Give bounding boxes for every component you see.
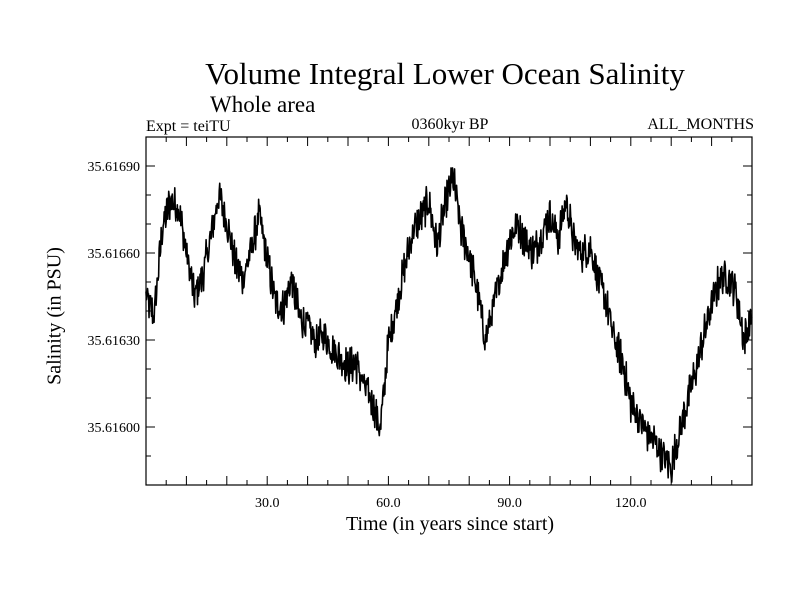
y-tick-label: 35.61630 — [88, 334, 141, 349]
months-label: ALL_MONTHS — [647, 116, 754, 133]
y-tick-label: 35.61600 — [88, 421, 141, 436]
x-tick-label: 90.0 — [497, 496, 522, 511]
salinity-series-line — [145, 167, 753, 483]
x-tick-label: 60.0 — [376, 496, 401, 511]
period-label: 0360kyr BP — [411, 116, 489, 133]
chart-subtitle: Whole area — [210, 92, 316, 117]
x-axis-label: Time (in years since start) — [345, 513, 555, 535]
x-tick-label: 120.0 — [615, 496, 647, 511]
y-tick-label: 35.61660 — [88, 247, 141, 262]
axis-ticks — [145, 136, 753, 486]
x-tick-label: 30.0 — [255, 496, 280, 511]
experiment-label: Expt = teiTU — [146, 118, 231, 135]
tick-labels: 30.0 60.0 90.0 120.0 35.61600 35.61630 35.6166… — [88, 160, 647, 511]
y-tick-label: 35.61690 — [88, 160, 141, 175]
chart-title: Volume Integral Lower Ocean Salinity — [205, 56, 685, 91]
